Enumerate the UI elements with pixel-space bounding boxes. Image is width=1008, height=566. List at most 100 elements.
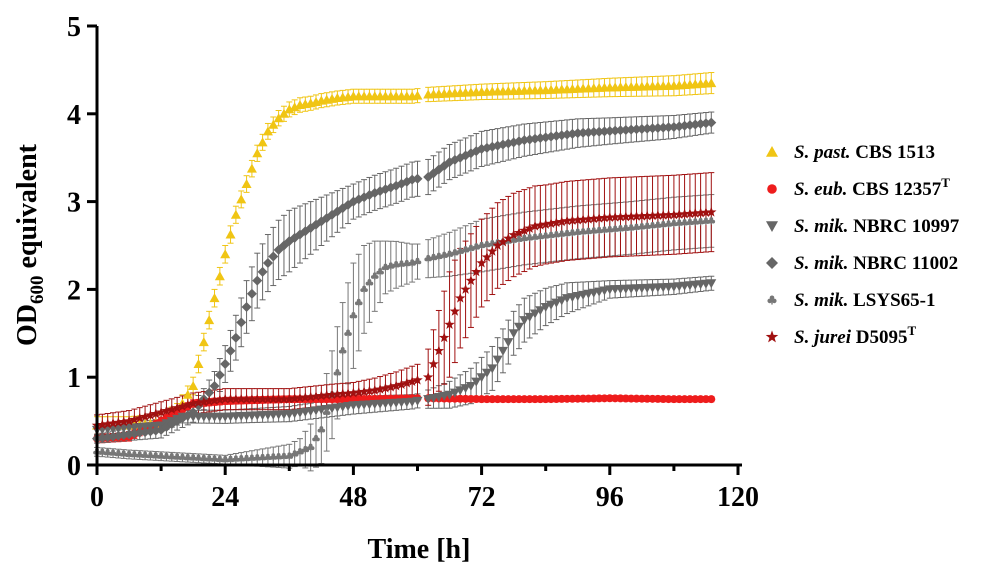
data-point (193, 397, 204, 408)
legend-item: S. mik. NBRC 10997 (766, 216, 960, 237)
legend-superscript: T (908, 323, 917, 338)
data-point (285, 452, 294, 461)
data-point (188, 407, 199, 418)
y-tick-label: 3 (67, 188, 81, 219)
data-point (663, 209, 674, 220)
data-point (354, 298, 363, 307)
data-point (583, 213, 594, 224)
data-point (401, 377, 413, 388)
data-point (241, 393, 252, 404)
data-point (225, 345, 236, 356)
data-point (622, 224, 630, 233)
data-point (642, 123, 653, 134)
data-point (225, 229, 236, 239)
data-point (422, 371, 434, 382)
data-point (349, 311, 358, 320)
data-point (310, 390, 322, 401)
data-point (668, 209, 680, 220)
y-axis-title-subscript: 600 (27, 275, 48, 304)
data-point (284, 393, 295, 404)
data-point (706, 78, 717, 88)
data-point (235, 393, 247, 404)
data-point (230, 332, 241, 343)
y-axis-title-main: OD (12, 304, 43, 346)
data-point (365, 279, 374, 287)
data-point (524, 222, 535, 233)
data-point (412, 173, 423, 184)
data-point (445, 250, 454, 259)
data-point (230, 393, 242, 404)
data-point (107, 417, 119, 428)
data-point (321, 389, 332, 400)
data-point (663, 122, 674, 133)
legend-label: S. eub. CBS 12357T (794, 175, 950, 200)
x-tick-label: 0 (90, 482, 104, 513)
legend: S. past. CBS 1513 S. eub. CBS 12357T S. mi… (765, 142, 960, 348)
data-point (344, 329, 352, 338)
legend-species: S. mik. (794, 290, 848, 311)
data-point (599, 212, 610, 223)
data-point (561, 215, 573, 226)
data-point (551, 298, 562, 308)
data-point (503, 138, 514, 149)
data-point (508, 229, 519, 240)
legend-item: S. mik. NBRC 11002 (766, 253, 958, 274)
data-point (429, 253, 438, 262)
data-point (214, 394, 226, 405)
data-point (322, 408, 331, 417)
x-tick-label: 72 (468, 482, 496, 513)
data-point (171, 402, 183, 413)
legend-label: S. jurei D5095T (794, 323, 917, 348)
data-point (465, 381, 476, 391)
data-point (312, 434, 320, 443)
y-axis-title: OD600 equivalent (12, 143, 48, 346)
x-tick-label: 96 (596, 482, 624, 513)
x-axis-title: Time [h] (368, 534, 471, 565)
data-point (348, 387, 359, 398)
data-point (326, 389, 338, 400)
data-point (364, 385, 375, 396)
legend-strain: CBS 1513 (851, 142, 935, 163)
data-point (337, 388, 348, 399)
data-point (273, 113, 284, 123)
data-point (444, 319, 455, 329)
y-tick-label: 4 (67, 100, 81, 131)
data-point (332, 388, 343, 399)
data-point (214, 271, 225, 281)
data-point (706, 206, 717, 217)
data-point (225, 393, 236, 404)
data-point (241, 179, 252, 189)
data-point (451, 249, 459, 257)
legend-marker (766, 257, 778, 269)
data-point (203, 395, 215, 406)
data-point (167, 453, 176, 461)
data-point (540, 218, 551, 229)
data-point (305, 391, 316, 402)
data-point (631, 124, 642, 135)
data-point (654, 221, 662, 229)
legend-species: S. past. (794, 142, 851, 163)
y-tick-label: 2 (67, 275, 81, 306)
data-point (610, 125, 621, 136)
data-point (647, 210, 658, 221)
data-point (300, 392, 311, 402)
data-point (604, 211, 616, 222)
data-point (519, 316, 530, 326)
legend-strain: CBS 12357 (847, 179, 941, 200)
data-point (476, 373, 487, 383)
data-point (460, 283, 471, 294)
data-point (294, 392, 306, 403)
data-point (508, 329, 519, 339)
data-point (161, 405, 172, 416)
data-point (706, 279, 717, 289)
data-point (700, 207, 712, 217)
data-point (545, 218, 557, 228)
data-point (139, 411, 151, 422)
data-point (252, 275, 263, 286)
data-point (412, 396, 423, 406)
legend-label: S. mik. NBRC 10997 (794, 216, 960, 237)
data-point (530, 309, 541, 319)
data-point (360, 285, 368, 294)
data-point (540, 302, 551, 312)
data-point (268, 119, 279, 129)
